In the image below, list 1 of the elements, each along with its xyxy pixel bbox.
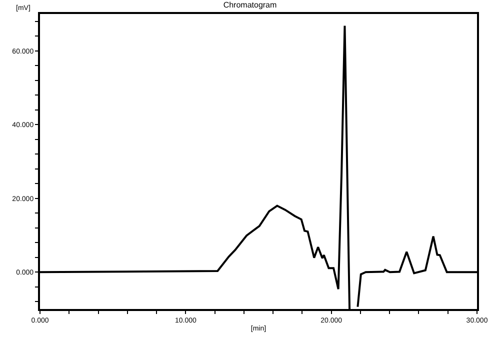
chart-title: Chromatogram (223, 0, 278, 10)
